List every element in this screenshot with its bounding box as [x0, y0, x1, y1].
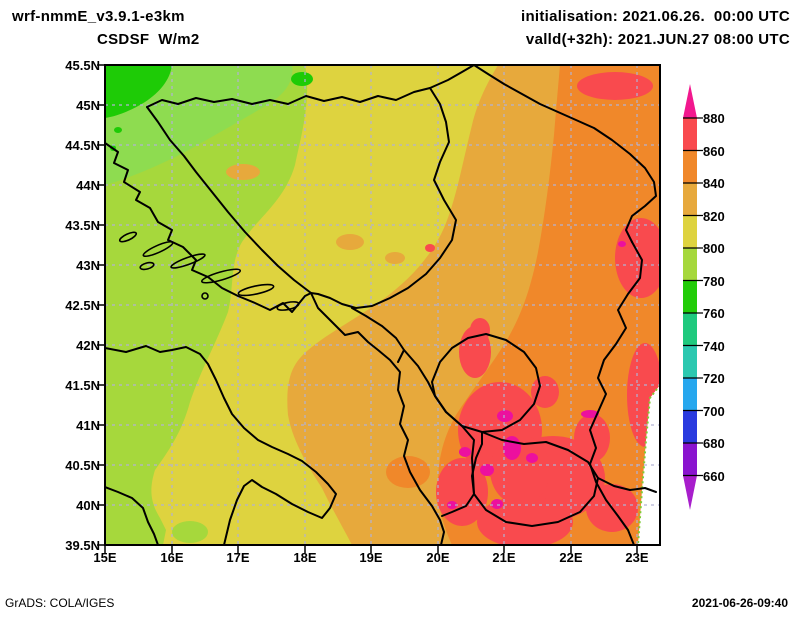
- footer-timestamp: 2021-06-26-09:40: [691, 596, 788, 610]
- field-orange-blob: [386, 456, 430, 488]
- colorbar-label: 720: [703, 371, 725, 386]
- coastline-italy-adriatic: [105, 345, 337, 545]
- border-bosnia-west: [146, 106, 312, 294]
- colorbar-segment: [683, 378, 697, 411]
- border-greece: [597, 477, 657, 493]
- colorbar-label: 820: [703, 209, 725, 224]
- colorbar-ticks: [683, 117, 703, 477]
- colorbar-arrow-bottom: [683, 475, 697, 510]
- footer-grads-stamp: GrADS: COLA/IGES: [5, 596, 115, 610]
- field-green-blob: [172, 521, 208, 543]
- border-danube: [473, 65, 657, 243]
- x-axis-label: 23E: [625, 550, 649, 565]
- y-axis-label: 44N: [76, 178, 100, 193]
- y-axis-label: 43N: [76, 258, 100, 273]
- coastline-italy-tyrrhenian: [105, 486, 159, 545]
- colorbar: [683, 84, 703, 510]
- y-axis-label: 41.5N: [65, 378, 100, 393]
- colorbar-label: 740: [703, 339, 725, 354]
- colorbar-label: 880: [703, 111, 725, 126]
- x-axis-label: 17E: [226, 550, 250, 565]
- colorbar-segment: [683, 183, 697, 216]
- colorbar-label: 780: [703, 274, 725, 289]
- colorbar-label: 840: [703, 176, 725, 191]
- islands: [118, 231, 300, 311]
- y-axis-label: 40.5N: [65, 458, 100, 473]
- colorbar-label: 760: [703, 306, 725, 321]
- x-axis-label: 22E: [559, 550, 583, 565]
- colorbar-label: 800: [703, 241, 725, 256]
- data-void-edge: [637, 384, 660, 545]
- x-axis-label: 15E: [93, 550, 117, 565]
- header-model: wrf-nmmE_v3.9.1-e3km: [12, 8, 185, 25]
- field-tan-blobs: [226, 164, 405, 264]
- x-axis-label: 20E: [426, 550, 450, 565]
- region-fills: [105, 65, 660, 545]
- colorbar-label: 660: [703, 469, 725, 484]
- header-product: CSDSF W/m2: [97, 31, 200, 48]
- x-axis-label: 18E: [293, 550, 317, 565]
- border-albania: [403, 349, 475, 517]
- y-axis-label: 42N: [76, 338, 100, 353]
- y-axis-label: 40N: [76, 498, 100, 513]
- header-init: initialisation: 2021.06.26. 00:00 UTC: [520, 8, 790, 25]
- colorbar-segment: [683, 150, 697, 183]
- y-axis-label: 44.5N: [65, 138, 100, 153]
- y-axis-label: 43.5N: [65, 218, 100, 233]
- colorbar-segment: [683, 410, 697, 443]
- colorbar-segment: [683, 313, 697, 346]
- border-sava: [146, 65, 475, 108]
- header-valid: valld(+32h): 2021.JUN.27 08:00 UTC: [525, 31, 790, 48]
- colorbar-arrow-top: [683, 84, 697, 118]
- colorbar-label: 680: [703, 436, 725, 451]
- gridlines: [105, 65, 660, 545]
- data-void: [638, 385, 660, 545]
- border-serbia-bulgaria: [589, 241, 643, 545]
- y-axis-label: 41N: [76, 418, 100, 433]
- y-axis-label: 39.5N: [65, 538, 100, 553]
- colorbar-label: 860: [703, 144, 725, 159]
- colorbar-segment: [683, 345, 697, 378]
- border-drina: [310, 87, 457, 309]
- axis-ticks: [97, 64, 638, 553]
- colorbar-segment: [683, 215, 697, 248]
- colorbar-label: 700: [703, 404, 725, 419]
- y-axis-label: 45.5N: [65, 58, 100, 73]
- border-montenegro: [351, 307, 405, 363]
- y-axis-label: 45N: [76, 98, 100, 113]
- colorbar-segment: [683, 118, 697, 151]
- x-axis-label: 16E: [160, 550, 184, 565]
- y-axis-label: 42.5N: [65, 298, 100, 313]
- x-axis-label: 21E: [492, 550, 516, 565]
- colorbar-segment: [683, 443, 697, 476]
- colorbar-segment: [683, 248, 697, 281]
- x-axis-label: 19E: [359, 550, 383, 565]
- coastlines-borders: [105, 65, 657, 545]
- colorbar-segment: [683, 280, 697, 313]
